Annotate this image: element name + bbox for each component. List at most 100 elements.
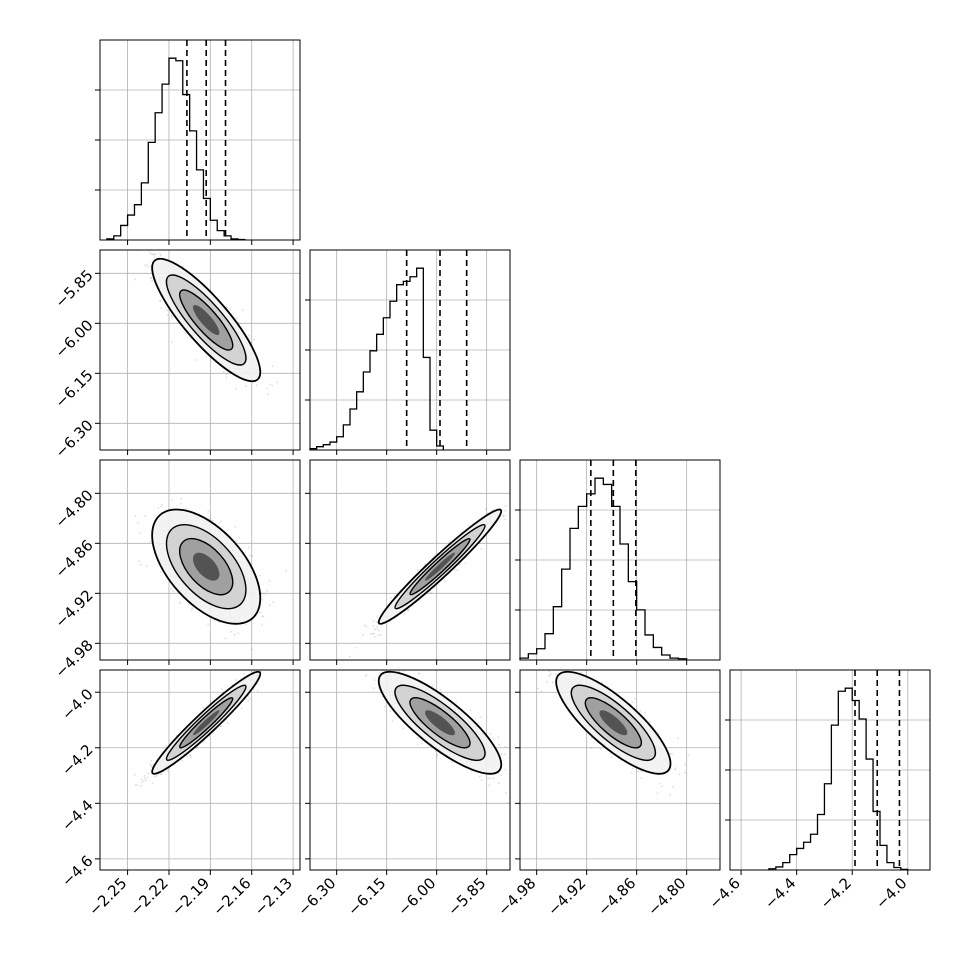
scatter-point <box>348 655 351 658</box>
scatter-point <box>271 365 274 368</box>
scatter-point <box>211 519 214 522</box>
scatter-point <box>241 309 244 311</box>
panel-frame <box>99 39 301 241</box>
histogram-panel-0 <box>95 39 301 241</box>
scatter-point <box>245 623 247 625</box>
scatter-point <box>407 609 409 612</box>
scatter-point <box>152 253 155 256</box>
scatter-point <box>430 591 432 594</box>
scatter-point <box>149 763 152 765</box>
scatter-point <box>504 509 506 512</box>
histogram-panel-3 <box>725 669 931 871</box>
scatter-point <box>513 496 515 498</box>
scatter-point <box>376 625 378 628</box>
scatter-point <box>272 601 274 603</box>
scatter-point <box>365 625 367 628</box>
scatter-point <box>504 518 506 521</box>
histogram-panel-1 <box>305 249 511 451</box>
scatter-point <box>160 773 163 776</box>
scatter-point <box>224 637 227 640</box>
scatter-point <box>136 784 139 786</box>
scatter-point <box>160 307 163 309</box>
scatter-point <box>504 505 507 507</box>
scatter-point <box>159 571 162 573</box>
scatter-point <box>172 590 175 593</box>
scatter-point <box>376 620 378 623</box>
scatter-point <box>377 634 380 637</box>
scatter-point <box>503 515 505 518</box>
scatter-point <box>149 252 151 254</box>
scatter-point <box>150 277 153 280</box>
scatter-point <box>403 613 406 616</box>
scatter-point <box>261 615 264 618</box>
scatter-point <box>373 636 376 638</box>
scatter-point <box>144 514 147 517</box>
scatter-point <box>247 546 250 549</box>
scatter-point <box>220 520 223 522</box>
scatter-point <box>146 776 149 779</box>
scatter-point <box>186 755 189 758</box>
scatter-point <box>407 608 410 611</box>
scatter-point <box>266 589 269 592</box>
scatter-point <box>444 580 446 583</box>
scatter-point <box>205 355 208 358</box>
scatter-point <box>502 514 505 517</box>
scatter-point <box>157 506 160 509</box>
scatter-point <box>276 381 278 384</box>
scatter-point <box>376 616 379 618</box>
scatter-point <box>251 648 253 651</box>
scatter-panel-1-2 <box>309 459 515 661</box>
scatter-point <box>144 264 147 266</box>
scatter-point <box>150 759 153 762</box>
scatter-point <box>170 588 172 590</box>
scatter-point <box>180 497 183 500</box>
scatter-point <box>159 300 162 302</box>
scatter-point <box>225 373 228 376</box>
scatter-point <box>229 308 232 310</box>
scatter-point <box>456 568 458 571</box>
panel-frame <box>99 459 301 661</box>
scatter-point <box>364 624 366 627</box>
scatter-point <box>458 563 461 566</box>
scatter-point <box>235 387 238 390</box>
scatter-point <box>464 562 467 565</box>
scatter-point <box>234 526 237 528</box>
scatter-point <box>179 602 182 605</box>
scatter-point <box>230 631 233 633</box>
scatter-point <box>159 299 162 302</box>
scatter-point <box>166 314 169 316</box>
scatter-point <box>393 595 396 598</box>
scatter-point <box>266 387 269 390</box>
scatter-point <box>170 314 173 317</box>
scatter-point <box>249 554 251 557</box>
scatter-point <box>268 604 271 607</box>
scatter-point <box>154 775 156 778</box>
scatter-point <box>480 547 483 550</box>
scatter-point <box>448 540 451 543</box>
scatter-point <box>267 393 269 396</box>
scatter-point <box>160 505 163 508</box>
scatter-point <box>263 592 265 595</box>
scatter-point <box>238 536 241 539</box>
scatter-point <box>147 266 150 268</box>
scatter-point <box>180 502 182 505</box>
scatter-point <box>242 672 245 675</box>
histogram-steps <box>768 687 909 871</box>
scatter-point <box>149 277 152 279</box>
scatter-point <box>209 517 211 520</box>
scatter-point <box>182 265 185 268</box>
scatter-point <box>153 256 156 259</box>
scatter-point <box>249 697 252 700</box>
scatter-panel-0-2 <box>99 459 301 661</box>
scatter-point <box>389 621 392 623</box>
scatter-point <box>252 338 255 341</box>
scatter-point <box>137 522 140 524</box>
scatter-point <box>240 707 243 709</box>
scatter-point <box>259 611 262 614</box>
density-contour-3 <box>425 552 455 581</box>
scatter-point <box>285 569 287 572</box>
scatter-point <box>221 688 224 690</box>
scatter-point <box>219 725 222 728</box>
histogram-steps <box>309 267 444 450</box>
scatter-point <box>235 540 238 542</box>
